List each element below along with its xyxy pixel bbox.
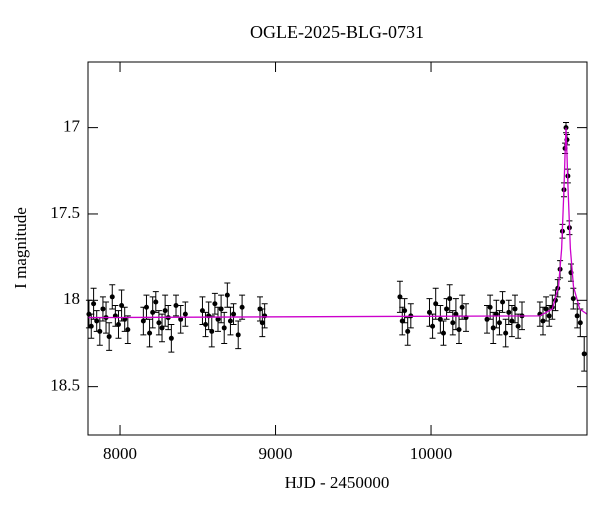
data-point [153, 299, 159, 305]
data-point [484, 316, 490, 322]
data-point [182, 311, 188, 317]
data-point [503, 330, 509, 336]
y-axis-label: I magnitude [11, 207, 30, 289]
x-axis-label: HJD - 2450000 [285, 473, 390, 492]
data-point [239, 304, 245, 310]
data-point [221, 325, 227, 331]
data-point [440, 330, 446, 336]
data-point [97, 328, 103, 334]
data-point [109, 294, 115, 300]
y-tick-label: 18.5 [50, 376, 80, 395]
data-point [433, 301, 439, 307]
data-point [94, 318, 100, 324]
data-point [487, 304, 493, 310]
model-curve [87, 127, 588, 319]
data-point [490, 325, 496, 331]
plot-area [85, 121, 588, 372]
data-point [500, 299, 506, 305]
y-tick-label: 17.5 [50, 203, 80, 222]
data-point [173, 302, 179, 308]
data-point [259, 320, 265, 326]
data-point [546, 313, 552, 319]
data-point [450, 320, 456, 326]
data-point [147, 330, 153, 336]
data-point [168, 335, 174, 341]
data-point [506, 309, 512, 315]
data-point [543, 306, 549, 312]
y-tick-label: 18 [63, 289, 80, 308]
data-point [430, 323, 436, 329]
data-point [106, 334, 112, 340]
data-point [91, 301, 97, 307]
data-point [574, 313, 580, 319]
data-point [459, 304, 465, 310]
plot-frame [87, 61, 588, 436]
data-point [447, 296, 453, 302]
data-point [570, 296, 576, 302]
data-point [540, 318, 546, 324]
data-point [150, 309, 156, 315]
data-point [156, 320, 162, 326]
data-point [397, 294, 403, 300]
data-point [581, 351, 587, 357]
data-point [203, 321, 209, 327]
data-point [456, 327, 462, 333]
data-point [235, 332, 241, 338]
data-point [405, 328, 411, 334]
data-point [231, 311, 237, 317]
data-point [218, 306, 224, 312]
x-tick-label: 9000 [259, 444, 293, 463]
data-point [100, 306, 106, 312]
data-point [212, 301, 218, 307]
data-point [402, 308, 408, 314]
data-point [143, 304, 149, 310]
data-point [125, 327, 131, 333]
data-point [515, 323, 521, 329]
chart-title: OGLE-2025-BLG-0731 [250, 22, 424, 42]
data-point [444, 306, 450, 312]
y-tick-label: 17 [63, 117, 81, 136]
x-tick-label: 10000 [410, 444, 453, 463]
data-point [577, 320, 583, 326]
data-point [162, 308, 168, 314]
data-point [215, 316, 221, 322]
data-point [496, 320, 502, 326]
data-point [209, 328, 215, 334]
data-point [88, 323, 94, 329]
data-point [224, 292, 230, 298]
x-tick-label: 8000 [103, 444, 137, 463]
data-point [178, 316, 184, 322]
data-point [227, 318, 233, 324]
data-point [512, 306, 518, 312]
data-point [262, 313, 268, 319]
data-point [115, 321, 121, 327]
